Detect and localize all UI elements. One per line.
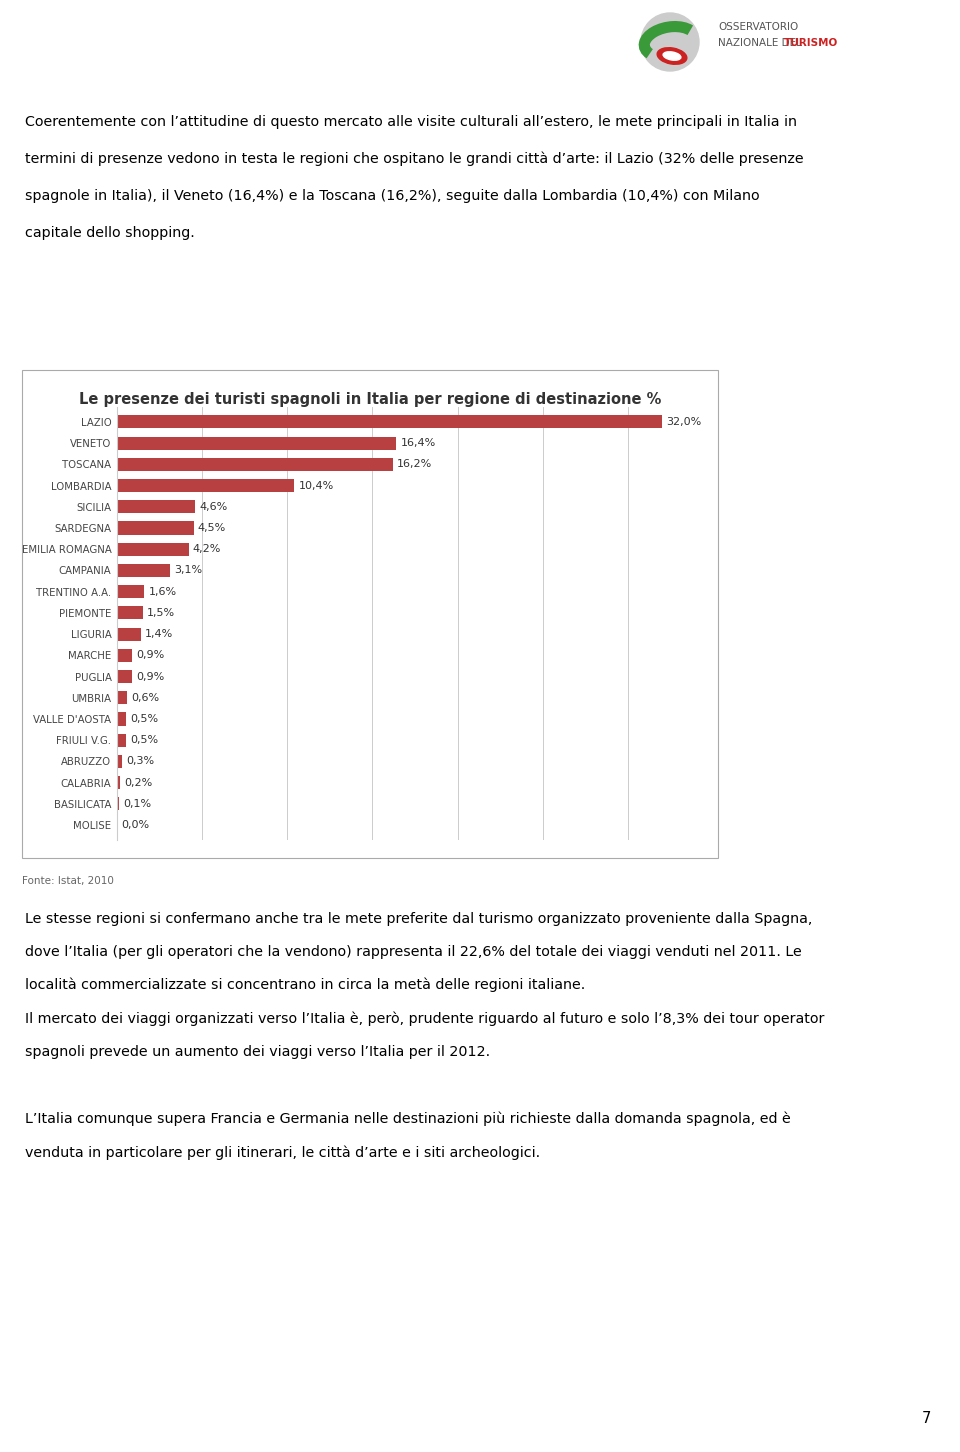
Bar: [117, 499, 195, 514]
Text: TURISMO: TURISMO: [784, 38, 838, 48]
Text: 3,1%: 3,1%: [174, 565, 203, 575]
Bar: [117, 713, 126, 726]
Text: 0,5%: 0,5%: [130, 735, 157, 745]
Bar: [117, 437, 396, 450]
Bar: [117, 733, 126, 746]
Text: L’Italia comunque supera Francia e Germania nelle destinazioni più richieste dal: L’Italia comunque supera Francia e Germa…: [25, 1112, 791, 1127]
Text: capitale dello shopping.: capitale dello shopping.: [25, 227, 195, 240]
Text: Il mercato dei viaggi organizzati verso l’Italia è, però, prudente riguardo al f: Il mercato dei viaggi organizzati verso …: [25, 1012, 825, 1027]
Bar: [117, 797, 119, 810]
Text: 0,9%: 0,9%: [136, 672, 165, 681]
Bar: [117, 649, 132, 662]
Text: OSSERVATORIO: OSSERVATORIO: [718, 22, 799, 32]
Text: 0,3%: 0,3%: [127, 756, 155, 767]
Text: 16,4%: 16,4%: [400, 439, 436, 449]
Text: termini di presenze vedono in testa le regioni che ospitano le grandi città d’ar: termini di presenze vedono in testa le r…: [25, 152, 804, 167]
Text: 4,2%: 4,2%: [193, 544, 221, 555]
Text: 16,2%: 16,2%: [397, 459, 432, 469]
Text: 4,5%: 4,5%: [198, 523, 227, 533]
Bar: [117, 479, 294, 492]
Ellipse shape: [658, 48, 686, 64]
Text: spagnole in Italia), il Veneto (16,4%) e la Toscana (16,2%), seguite dalla Lomba: spagnole in Italia), il Veneto (16,4%) e…: [25, 189, 759, 203]
Text: 32,0%: 32,0%: [666, 417, 702, 427]
Text: località commercializzate si concentrano in circa la metà delle regioni italiane: località commercializzate si concentrano…: [25, 979, 586, 993]
Bar: [117, 585, 144, 598]
Text: 0,9%: 0,9%: [136, 650, 165, 661]
Text: 10,4%: 10,4%: [299, 481, 334, 491]
Text: NAZIONALE DEL: NAZIONALE DEL: [718, 38, 805, 48]
Text: dove l’Italia (per gli operatori che la vendono) rappresenta il 22,6% del totale: dove l’Italia (per gli operatori che la …: [25, 945, 802, 958]
Bar: [117, 755, 122, 768]
Bar: [117, 543, 188, 556]
Text: Le stesse regioni si confermano anche tra le mete preferite dal turismo organizz: Le stesse regioni si confermano anche tr…: [25, 912, 812, 926]
Text: Fonte: Istat, 2010: Fonte: Istat, 2010: [22, 876, 114, 886]
Text: 4,6%: 4,6%: [200, 502, 228, 511]
Text: 0,1%: 0,1%: [123, 799, 151, 809]
Text: 1,6%: 1,6%: [149, 587, 177, 597]
Bar: [117, 691, 128, 704]
Bar: [117, 669, 132, 682]
Text: 0,0%: 0,0%: [121, 820, 150, 831]
Text: 0,6%: 0,6%: [132, 693, 159, 703]
Text: venduta in particolare per gli itinerari, le città d’arte e i siti archeologici.: venduta in particolare per gli itinerari…: [25, 1146, 540, 1160]
Bar: [117, 563, 170, 576]
Text: 0,5%: 0,5%: [130, 714, 157, 725]
Ellipse shape: [663, 52, 681, 60]
Bar: [117, 607, 142, 620]
Bar: [117, 415, 661, 428]
Text: 7: 7: [922, 1411, 931, 1426]
Text: Coerentemente con l’attitudine di questo mercato alle visite culturali all’ester: Coerentemente con l’attitudine di questo…: [25, 115, 797, 129]
Text: 0,2%: 0,2%: [125, 778, 153, 787]
Text: Le presenze dei turisti spagnoli in Italia per regione di destinazione %: Le presenze dei turisti spagnoli in Ital…: [79, 392, 661, 407]
Text: spagnoli prevede un aumento dei viaggi verso l’Italia per il 2012.: spagnoli prevede un aumento dei viaggi v…: [25, 1045, 491, 1059]
Bar: [117, 521, 194, 534]
Bar: [117, 457, 393, 470]
Text: 1,5%: 1,5%: [147, 608, 175, 619]
Text: 1,4%: 1,4%: [145, 629, 174, 639]
Bar: [117, 627, 141, 640]
Bar: [117, 777, 120, 790]
Ellipse shape: [641, 13, 699, 71]
